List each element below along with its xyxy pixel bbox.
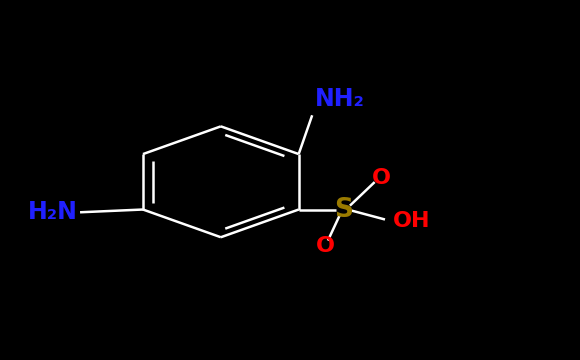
Text: S: S bbox=[334, 197, 353, 222]
Text: H₂N: H₂N bbox=[28, 200, 78, 224]
Text: NH₂: NH₂ bbox=[314, 87, 364, 111]
Text: O: O bbox=[316, 235, 335, 256]
Text: OH: OH bbox=[393, 211, 430, 231]
Text: O: O bbox=[372, 168, 392, 188]
